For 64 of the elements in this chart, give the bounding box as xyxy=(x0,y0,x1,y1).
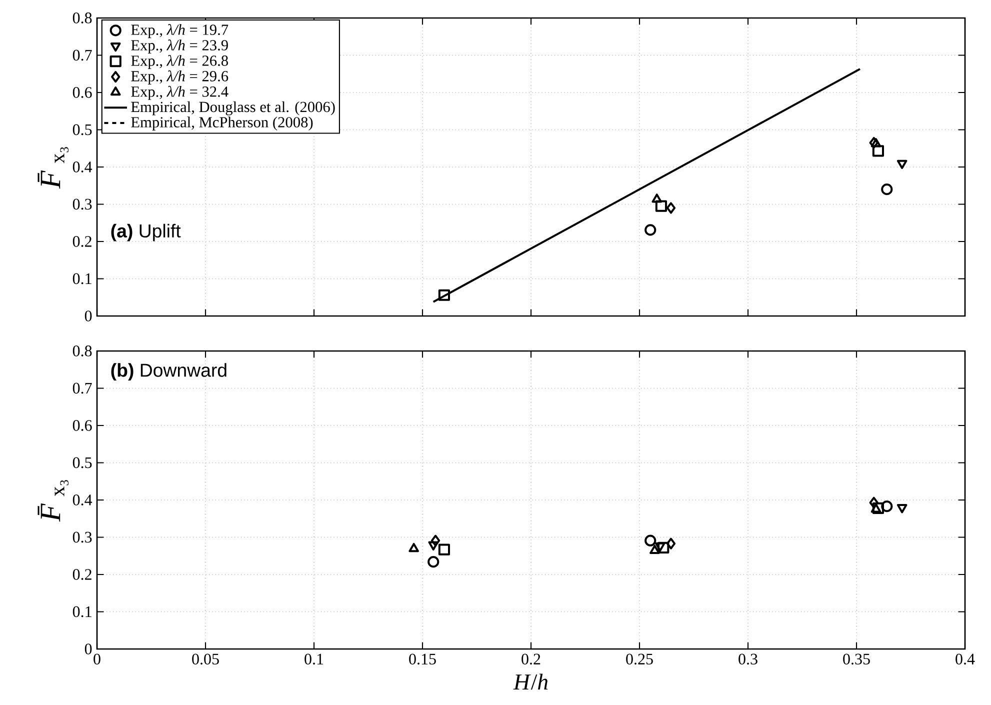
point xyxy=(881,500,893,512)
x-tick-label: 0.35 xyxy=(843,654,870,665)
point xyxy=(869,496,878,508)
point xyxy=(650,544,660,554)
point xyxy=(881,184,893,196)
legend-label: Empirical, McPherson (2008) xyxy=(131,116,313,131)
point xyxy=(438,544,450,556)
point xyxy=(428,556,440,568)
y-axis-title: F̄$_{x₃}$ xyxy=(38,480,68,522)
y-tick-label: 0.7 xyxy=(72,382,92,394)
y-tick-label: 0.2 xyxy=(72,569,92,580)
point xyxy=(896,160,908,170)
point xyxy=(654,542,666,552)
point xyxy=(870,138,882,148)
y-tick-label: 0.7 xyxy=(72,50,92,61)
y-tick-label: 0.8 xyxy=(72,346,92,356)
x-tick-label: 0.25 xyxy=(626,654,653,665)
y-tick-label: 0.1 xyxy=(72,606,92,618)
y-tick-label: 0.1 xyxy=(72,273,92,284)
x-tick-label: 0.2 xyxy=(522,654,540,665)
y-tick-label: 0.3 xyxy=(72,198,92,210)
y-tick-label: 0.8 xyxy=(72,12,92,24)
legend-label: Exp., λ/h = 19.7 xyxy=(131,24,228,38)
point xyxy=(644,534,656,546)
x-tick-label: 0.15 xyxy=(409,654,436,665)
y-tick-label: 0 xyxy=(84,644,92,654)
x-tick-label: 0.05 xyxy=(192,654,219,665)
point xyxy=(666,202,676,214)
legend-label: Empirical, Douglass et al. (2006) xyxy=(131,101,335,116)
legend-label: Exp., λ/h = 23.9 xyxy=(131,39,228,54)
y-tick-label: 0.4 xyxy=(72,494,92,506)
y-tick-label: 0.5 xyxy=(72,457,92,468)
x-tick-label: 0.1 xyxy=(304,654,324,665)
y-tick-label: 0.2 xyxy=(72,236,92,247)
x-tick-label: 0.4 xyxy=(956,654,975,665)
y-tick-label: 0.6 xyxy=(72,87,92,98)
point xyxy=(896,504,908,514)
y-tick-label: 0 xyxy=(84,310,92,322)
point xyxy=(408,542,419,552)
y-tick-label: 0.4 xyxy=(72,162,92,172)
legend-label: Exp., λ/h = 32.4 xyxy=(131,86,228,100)
x-tick-label: 0 xyxy=(94,654,100,664)
y-tick-label: 0.5 xyxy=(72,124,92,136)
y-tick-label: 0.6 xyxy=(72,420,92,431)
point xyxy=(869,136,878,149)
point xyxy=(428,541,439,550)
annotation: (b) Downward xyxy=(111,363,226,381)
x-axis-title: H/h xyxy=(513,674,548,690)
legend-label: Exp., λ/h = 29.6 xyxy=(131,70,228,84)
point xyxy=(655,200,668,212)
annotation: (a) Uplift xyxy=(111,224,181,242)
point xyxy=(652,194,662,203)
point xyxy=(430,534,440,546)
y-tick-label: 0.3 xyxy=(72,532,92,543)
point xyxy=(644,224,656,236)
x-tick-label: 0.3 xyxy=(738,654,758,665)
point xyxy=(438,289,450,301)
legend-label: Exp., λ/h = 26.8 xyxy=(131,54,228,69)
y-axis-title: F̄$_{x₃}$ xyxy=(38,147,68,189)
point xyxy=(658,542,670,554)
point xyxy=(872,502,884,514)
point xyxy=(870,504,882,513)
point xyxy=(666,538,676,550)
point xyxy=(872,145,884,157)
